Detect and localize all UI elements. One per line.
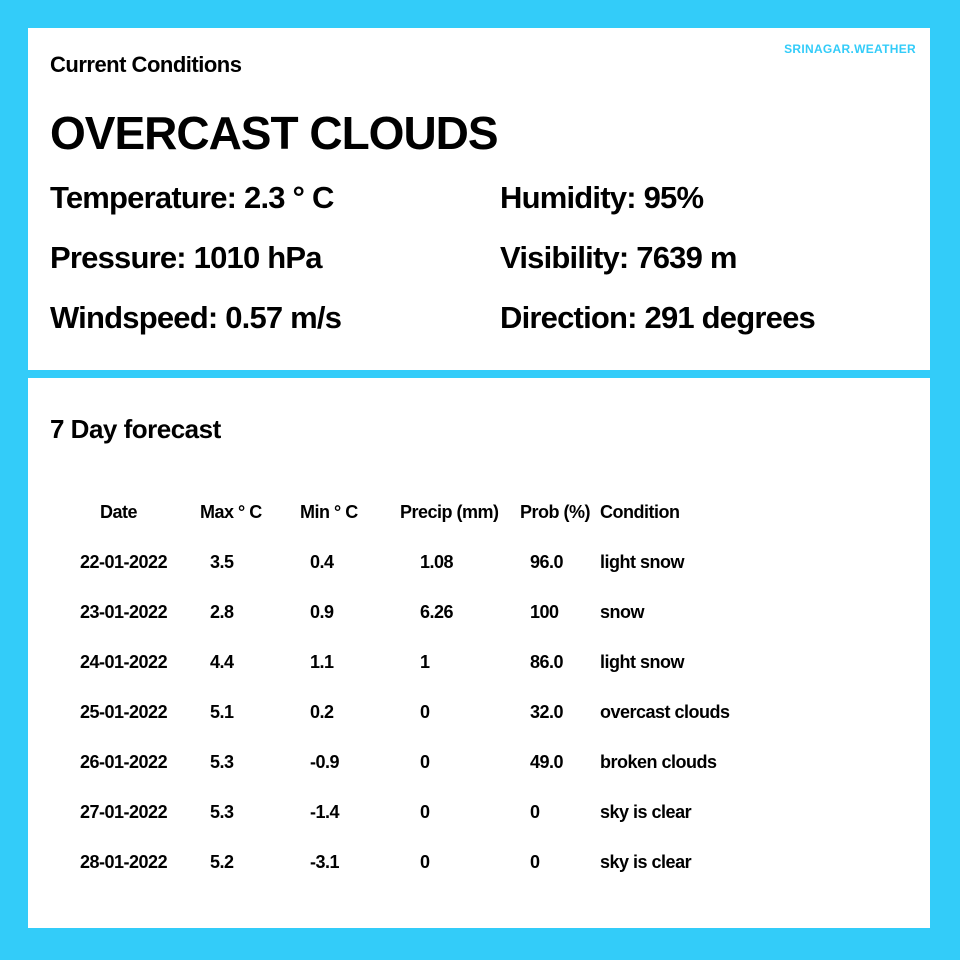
cell-precip: 0 (420, 702, 430, 722)
current-condition-headline: OVERCAST CLOUDS (50, 107, 499, 159)
cell-prob: 0 (530, 852, 540, 872)
column-header-min: Min ° C (300, 502, 358, 522)
cell-date: 26-01-2022 (80, 752, 168, 772)
cell-prob: 96.0 (530, 552, 564, 572)
cell-precip: 0 (420, 802, 430, 822)
cell-prob: 86.0 (530, 652, 564, 672)
column-header-date: Date (100, 502, 138, 522)
cell-precip: 0 (420, 852, 430, 872)
forecast-table-header: Date Max ° C Min ° C Precip (mm) Prob (%… (28, 502, 930, 532)
stat-windspeed-label: Windspeed: (50, 300, 218, 335)
stat-windspeed-value: 0.57 m/s (225, 300, 342, 335)
cell-date: 28-01-2022 (80, 852, 168, 872)
cell-condition: sky is clear (600, 852, 692, 872)
stat-visibility-label: Visibility: (500, 240, 629, 275)
cell-max: 5.1 (210, 702, 234, 722)
cell-condition: sky is clear (600, 802, 692, 822)
stat-visibility-value: 7639 m (636, 240, 737, 275)
table-row: 27-01-2022 5.3 -1.4 0 0 sky is clear (28, 802, 930, 832)
table-row: 26-01-2022 5.3 -0.9 0 49.0 broken clouds (28, 752, 930, 782)
cell-date: 23-01-2022 (80, 602, 168, 622)
cell-max: 5.2 (210, 852, 234, 872)
stat-visibility: Visibility: 7639 m (500, 240, 737, 276)
stat-temperature-label: Temperature: (50, 180, 237, 215)
column-header-max: Max ° C (200, 502, 262, 522)
forecast-title: 7 Day forecast (50, 414, 221, 444)
cell-prob: 0 (530, 802, 540, 822)
cell-precip: 1 (420, 652, 430, 672)
stat-humidity-label: Humidity: (500, 180, 637, 215)
current-conditions-panel: SRINAGAR.WEATHER Current Conditions OVER… (28, 28, 930, 370)
stat-windspeed: Windspeed: 0.57 m/s (50, 300, 342, 336)
cell-condition: snow (600, 602, 645, 622)
cell-date: 24-01-2022 (80, 652, 168, 672)
stat-pressure: Pressure: 1010 hPa (50, 240, 322, 276)
cell-min: 0.9 (310, 602, 334, 622)
cell-max: 3.5 (210, 552, 234, 572)
cell-date: 25-01-2022 (80, 702, 168, 722)
cell-min: -0.9 (310, 752, 340, 772)
column-header-precip: Precip (mm) (400, 502, 499, 522)
stat-direction-label: Direction: (500, 300, 637, 335)
cell-date: 27-01-2022 (80, 802, 168, 822)
cell-precip: 1.08 (420, 552, 454, 572)
cell-min: -1.4 (310, 802, 340, 822)
cell-condition: light snow (600, 652, 685, 672)
current-conditions-title: Current Conditions (50, 52, 242, 77)
cell-max: 5.3 (210, 802, 234, 822)
stat-humidity-value: 95% (643, 180, 704, 215)
cell-max: 2.8 (210, 602, 234, 622)
cell-max: 5.3 (210, 752, 234, 772)
table-row: 25-01-2022 5.1 0.2 0 32.0 overcast cloud… (28, 702, 930, 732)
brand-label: SRINAGAR.WEATHER (784, 42, 916, 56)
stat-humidity: Humidity: 95% (500, 180, 704, 216)
cell-min: -3.1 (310, 852, 340, 872)
cell-condition: broken clouds (600, 752, 717, 772)
table-row: 23-01-2022 2.8 0.9 6.26 100 snow (28, 602, 930, 632)
cell-min: 0.2 (310, 702, 334, 722)
cell-prob: 49.0 (530, 752, 564, 772)
forecast-panel: 7 Day forecast Date Max ° C Min ° C Prec… (28, 378, 930, 928)
cell-min: 0.4 (310, 552, 334, 572)
cell-min: 1.1 (310, 652, 334, 672)
stat-direction-value: 291 degrees (644, 300, 816, 335)
cell-condition: overcast clouds (600, 702, 730, 722)
stat-direction: Direction: 291 degrees (500, 300, 816, 336)
cell-precip: 6.26 (420, 602, 454, 622)
table-row: 22-01-2022 3.5 0.4 1.08 96.0 light snow (28, 552, 930, 582)
table-row: 28-01-2022 5.2 -3.1 0 0 sky is clear (28, 852, 930, 882)
cell-max: 4.4 (210, 652, 234, 672)
column-header-condition: Condition (600, 502, 680, 522)
stat-pressure-value: 1010 hPa (193, 240, 323, 275)
stat-temperature: Temperature: 2.3 ° C (50, 180, 334, 216)
cell-precip: 0 (420, 752, 430, 772)
stat-temperature-value: 2.3 ° C (244, 180, 334, 215)
cell-condition: light snow (600, 552, 685, 572)
cell-date: 22-01-2022 (80, 552, 168, 572)
stat-pressure-label: Pressure: (50, 240, 187, 275)
cell-prob: 32.0 (530, 702, 564, 722)
cell-prob: 100 (530, 602, 559, 622)
column-header-prob: Prob (%) (520, 502, 591, 522)
table-row: 24-01-2022 4.4 1.1 1 86.0 light snow (28, 652, 930, 682)
